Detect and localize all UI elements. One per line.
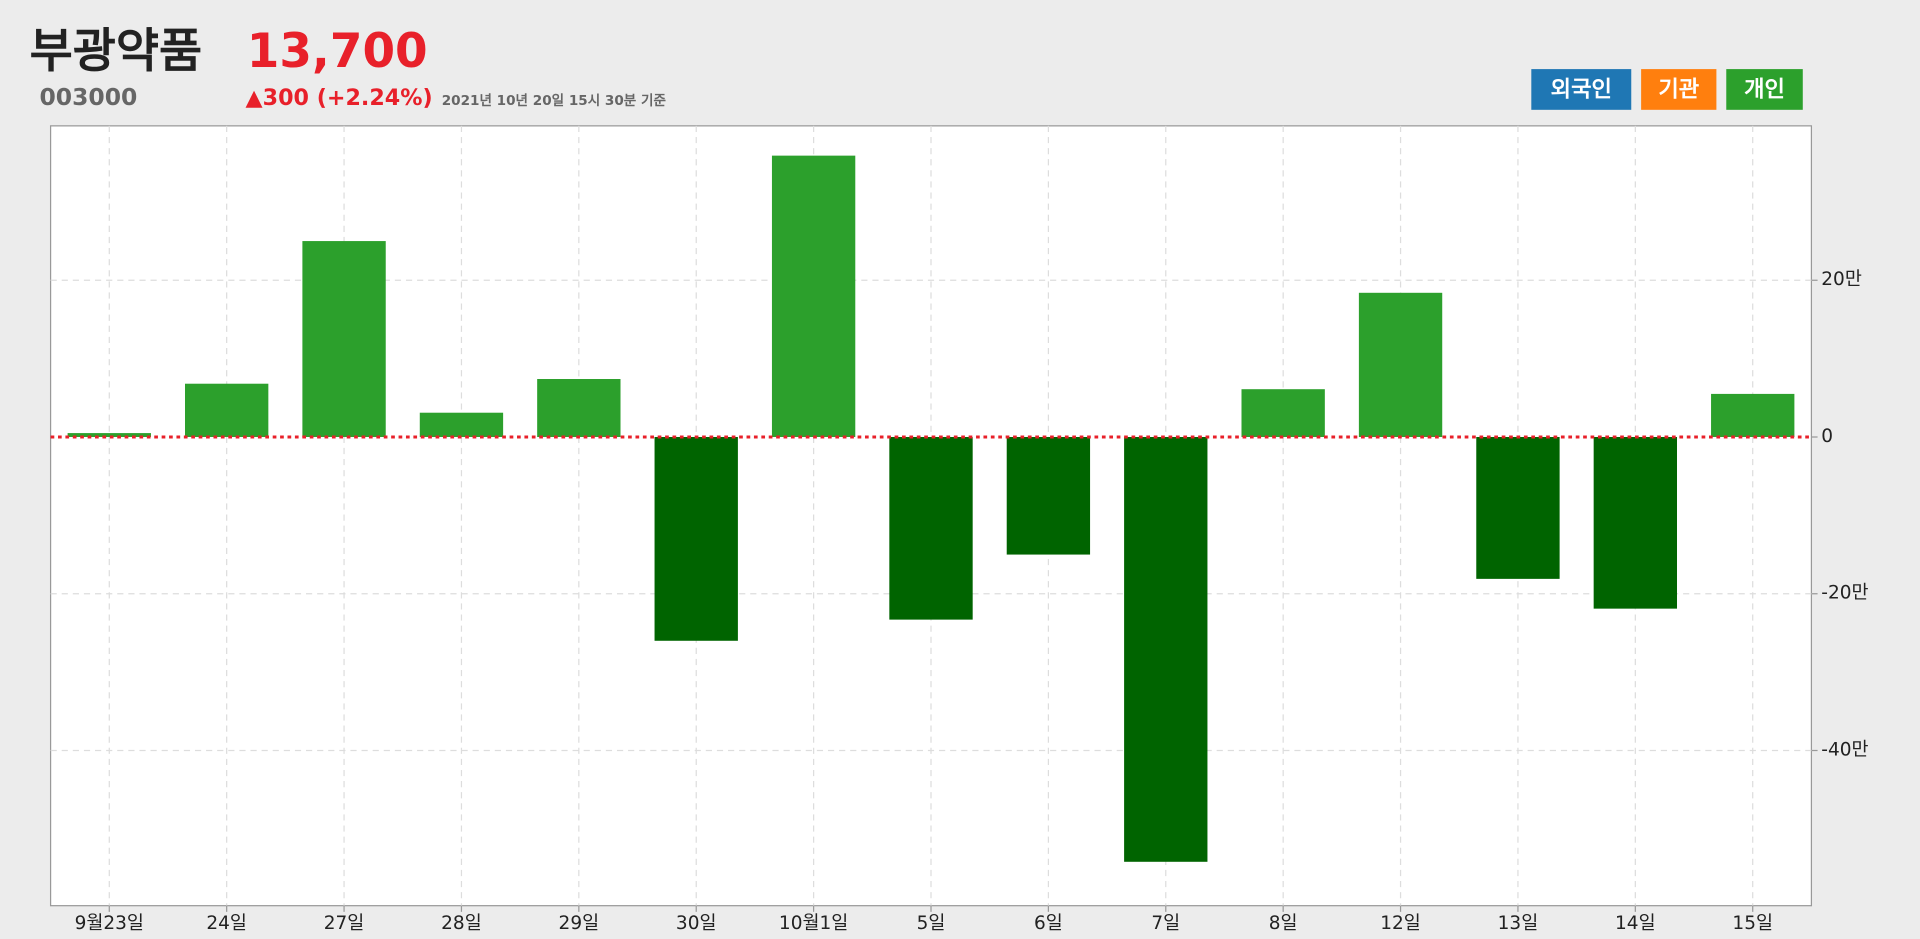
bar (1124, 437, 1208, 862)
x-tick-label: 24일 (206, 913, 247, 934)
legend-button[interactable] (1641, 69, 1717, 110)
bar (1476, 437, 1560, 579)
legend-button[interactable] (1531, 69, 1632, 110)
x-tick-label: 29일 (559, 913, 600, 934)
bar (419, 412, 504, 438)
x-tick-label: 12일 (1380, 913, 1421, 934)
y-tick-label: -20만 (1821, 583, 1868, 604)
x-tick-label: 13일 (1498, 913, 1539, 934)
bar (537, 379, 621, 438)
bar (67, 433, 151, 438)
stock-price: 13,700 (247, 24, 428, 79)
legend-button-label[interactable]: 외국인 (1551, 77, 1612, 103)
x-tick-label: 9월23일 (75, 913, 144, 934)
x-tick-label: 15일 (1732, 913, 1773, 934)
stock-code: 003000 (39, 83, 137, 111)
legend-button-label[interactable]: 개인 (1744, 77, 1785, 103)
x-tick-label: 6일 (1034, 913, 1063, 934)
x-tick-label: 30일 (676, 913, 717, 934)
x-tick-label: 5일 (917, 913, 946, 934)
timestamp: 2021년 10년 20일 15시 30분 기준 (442, 93, 667, 109)
legend-button[interactable] (1726, 69, 1803, 110)
bar (1006, 437, 1091, 555)
bar (889, 437, 973, 620)
bar (1593, 437, 1678, 609)
bar (185, 383, 269, 438)
x-tick-label: 27일 (324, 913, 365, 934)
stock-name: 부광약품 (30, 24, 203, 79)
legend-button-label[interactable]: 기관 (1658, 77, 1699, 103)
bar (1358, 292, 1443, 438)
y-tick-label: 20만 (1821, 269, 1862, 290)
bar (1711, 393, 1795, 438)
price-change: ▲300 (+2.24%) (246, 85, 433, 111)
x-tick-label: 8일 (1269, 913, 1298, 934)
x-tick-label: 7일 (1151, 913, 1180, 934)
bar (654, 437, 738, 641)
bar (1241, 389, 1325, 438)
x-tick-label: 10월1일 (779, 913, 848, 934)
bar (302, 241, 386, 438)
y-tick-label: -40만 (1821, 740, 1868, 761)
y-tick-label: 0 (1821, 426, 1833, 447)
x-tick-label: 14일 (1615, 913, 1656, 934)
bar (771, 155, 856, 438)
x-tick-label: 28일 (441, 913, 482, 934)
